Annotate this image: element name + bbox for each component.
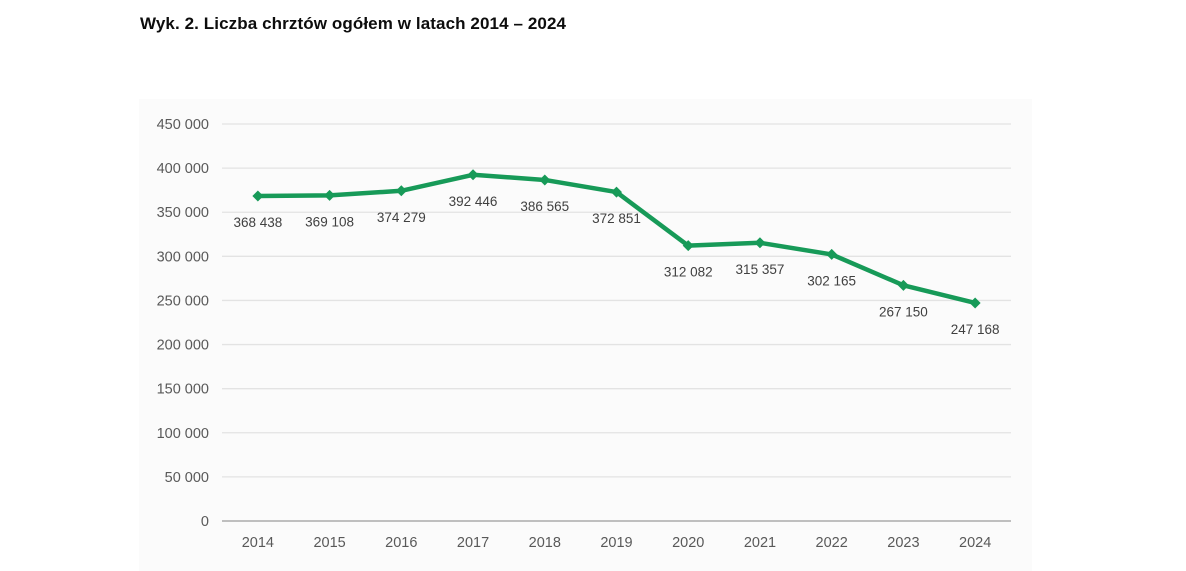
data-point-marker — [754, 237, 766, 249]
data-point-marker — [252, 190, 264, 202]
y-axis-tick: 450 000 — [157, 117, 209, 133]
data-label: 368 438 — [233, 215, 282, 230]
x-axis-tick: 2020 — [672, 535, 704, 551]
data-point-marker — [611, 186, 622, 198]
data-label: 302 165 — [807, 273, 856, 288]
y-axis-tick: 0 — [201, 514, 209, 530]
x-axis-tick: 2017 — [457, 535, 489, 551]
chart-title: Wyk. 2. Liczba chrztów ogółem w latach 2… — [140, 14, 567, 33]
data-label: 315 357 — [736, 262, 785, 277]
data-label: 374 279 — [377, 210, 426, 225]
data-label: 369 108 — [305, 214, 354, 229]
data-point-marker — [539, 174, 551, 186]
data-point-marker — [682, 240, 694, 252]
data-point-marker — [324, 189, 336, 201]
y-axis-tick: 300 000 — [157, 249, 209, 265]
data-label: 372 851 — [592, 211, 641, 226]
x-axis-tick: 2024 — [959, 535, 991, 551]
data-label: 386 565 — [520, 199, 569, 214]
y-axis-tick: 50 000 — [165, 470, 209, 486]
chart-panel: 0 50 000 100 000 150 000 200 000 250 000 300 0… — [139, 99, 1032, 571]
y-axis-tick: 150 000 — [157, 382, 209, 398]
data-label: 247 168 — [951, 322, 1000, 337]
y-axis-tick: 350 000 — [157, 205, 209, 221]
x-axis-tick: 2019 — [600, 535, 632, 551]
y-axis-tick: 250 000 — [157, 293, 209, 309]
x-axis-tick: 2022 — [816, 535, 848, 551]
x-axis-tick: 2018 — [529, 535, 561, 551]
data-point-marker — [897, 279, 909, 291]
x-axis-tick: 2023 — [887, 535, 919, 551]
line-chart: 0 50 000 100 000 150 000 200 000 250 000 300 0… — [157, 117, 1011, 551]
data-point-marker — [467, 169, 479, 181]
x-axis-tick: 2021 — [744, 535, 776, 551]
x-axis-tick: 2016 — [385, 535, 417, 551]
data-point-marker — [395, 185, 407, 197]
data-point-marker — [826, 248, 838, 260]
data-label: 312 082 — [664, 265, 713, 280]
x-axis-tick: 2015 — [313, 535, 345, 551]
data-point-marker — [969, 297, 981, 309]
data-label: 267 150 — [879, 304, 928, 319]
data-label: 392 446 — [449, 194, 498, 209]
y-axis-tick: 400 000 — [157, 161, 209, 177]
y-axis-tick: 100 000 — [157, 426, 209, 442]
y-axis-tick: 200 000 — [157, 338, 209, 354]
x-axis-tick: 2014 — [242, 535, 274, 551]
